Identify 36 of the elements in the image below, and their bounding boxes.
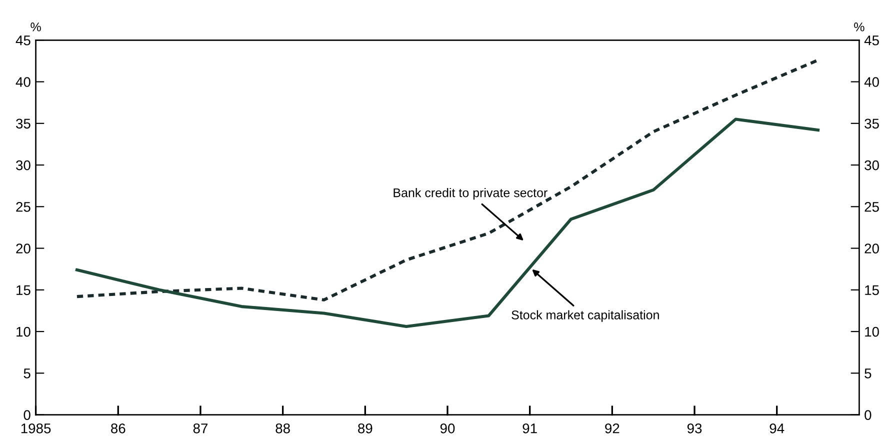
x-tick-label: 89 bbox=[358, 423, 372, 434]
y2-tick-label: 20 bbox=[864, 244, 879, 254]
y-tick-label: 45 bbox=[16, 36, 30, 46]
x-tick-label: 94 bbox=[770, 423, 784, 434]
x-tick-label: 92 bbox=[605, 423, 620, 434]
y-tick-label: 35 bbox=[16, 118, 30, 129]
x-tick-label: 91 bbox=[522, 423, 537, 434]
y2-tick-label: 15 bbox=[865, 285, 879, 296]
y2-tick-label: 40 bbox=[864, 77, 879, 87]
line-series bbox=[75, 58, 820, 302]
x-tick-label: 86 bbox=[111, 423, 126, 434]
x-tick-label: 1985 bbox=[21, 423, 51, 434]
y-tick-label: 40 bbox=[16, 77, 30, 87]
y-tick-label: 0 bbox=[24, 410, 30, 420]
y-axis-title: % bbox=[30, 22, 41, 32]
y-tick-label: 20 bbox=[16, 244, 30, 254]
x-tick-label: 87 bbox=[193, 423, 208, 434]
x-tick-label: 88 bbox=[276, 423, 290, 434]
y2-tick-label: 0 bbox=[864, 410, 872, 420]
y-tick-label: 5 bbox=[24, 368, 30, 378]
x-tick-label: 93 bbox=[687, 423, 702, 434]
y2-axis-title: % bbox=[854, 22, 864, 32]
y2-tick-label: 5 bbox=[864, 368, 872, 378]
x-tick-label: 90 bbox=[440, 423, 455, 434]
series-label: Stock market capitalisation bbox=[512, 310, 659, 322]
y-tick-label: 30 bbox=[16, 160, 30, 170]
y2-tick-label: 45 bbox=[864, 36, 879, 46]
line-series bbox=[75, 118, 820, 328]
y-tick-label: 15 bbox=[16, 285, 30, 296]
series-label: Bank credit to private sector bbox=[394, 188, 548, 200]
y2-tick-label: 35 bbox=[864, 118, 879, 129]
y2-tick-label: 10 bbox=[865, 326, 879, 337]
y2-tick-label: 30 bbox=[864, 160, 879, 170]
y2-tick-label: 25 bbox=[864, 202, 879, 212]
y-tick-label: 10 bbox=[16, 326, 30, 337]
y-tick-label: 25 bbox=[16, 202, 30, 212]
